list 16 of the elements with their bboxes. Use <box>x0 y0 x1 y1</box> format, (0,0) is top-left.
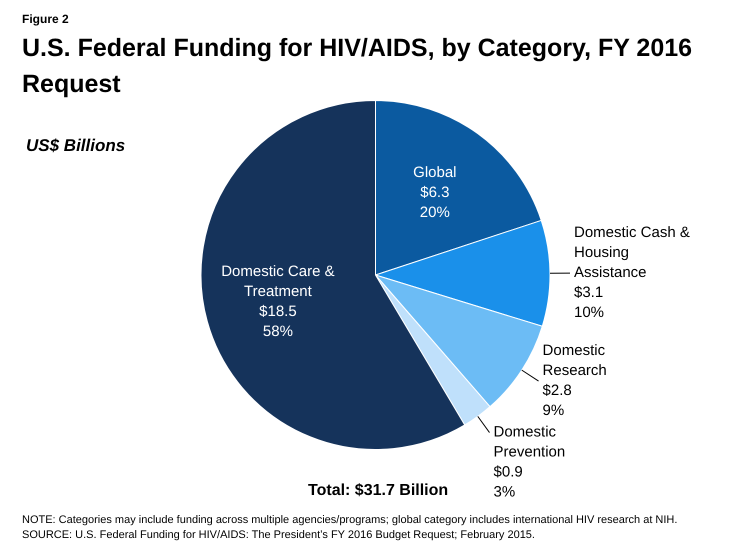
text: Total: $31.7 Billion <box>308 482 448 500</box>
data-label: $0.9 3% <box>494 464 523 501</box>
text: US$ Billions <box>26 136 126 156</box>
data-label: $6.3 20% <box>420 184 450 222</box>
slice-label: Domestic Prevention <box>494 424 566 461</box>
caption: Figure 2 <box>22 12 69 26</box>
data-label: $2.8 9% <box>542 382 572 420</box>
slice-label: Domestic Cash & Housing Assistance <box>574 224 690 282</box>
slice-label: Global <box>413 164 457 182</box>
chart-title: U.S. Federal Funding for HIV/AIDS, by Category, FY 2016 Request <box>22 33 694 100</box>
source-note: SOURCE: U.S. Federal Funding for HIV/AIDS: The President’s FY 2016 Budget Request; February 2015. <box>22 529 535 541</box>
data-label: $3.1 10% <box>574 284 604 322</box>
text: NOTE: Categories may include funding across multiple agencies/programs; global category includes international HIV research at NIH. <box>22 514 678 526</box>
slice-label: Domestic Research <box>542 342 607 380</box>
data-label: $18.5 58% <box>259 302 297 340</box>
slice-label: Domestic Care & Treatment <box>221 262 335 300</box>
